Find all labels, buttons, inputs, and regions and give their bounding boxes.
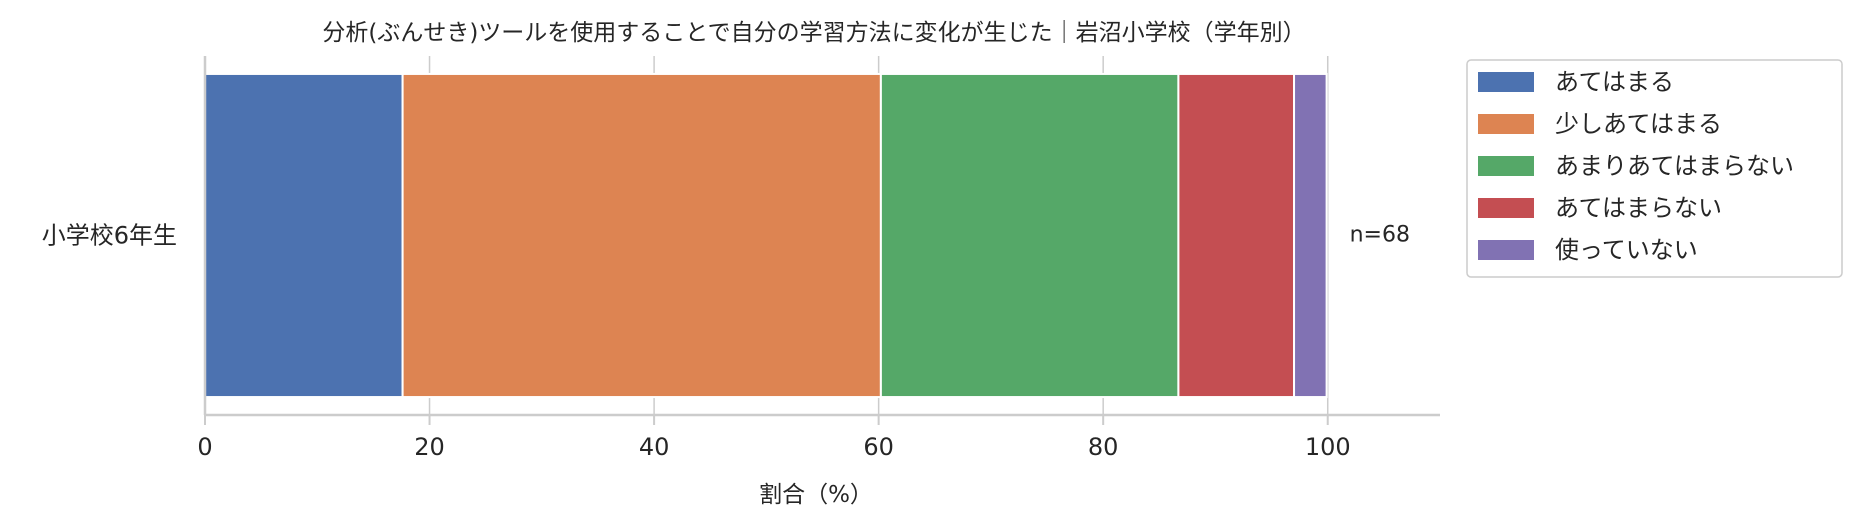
legend-frame [1466,59,1843,278]
bar-segment-2 [401,72,882,399]
legend-label: あてはまる [1555,68,1674,96]
x-axis-label: 割合（%） [759,482,873,508]
x-tick-label: 0 [197,433,212,461]
x-tick-label: 20 [414,433,445,461]
bar-segment-5 [1293,72,1328,399]
bar-segment-1 [204,72,404,399]
bar-segment-3 [879,72,1180,399]
bar-segment-4 [1177,72,1296,399]
x-tick-label: 80 [1088,433,1119,461]
sample-size-label: n=68 [1350,223,1410,248]
x-tick-label: 40 [639,433,670,461]
y-category-label: 小学校6年生 [42,222,177,250]
legend-swatch [1478,72,1534,92]
legend-swatch [1478,114,1534,134]
legend-label: 使っていない [1555,236,1698,264]
legend-label: あまりあてはまらない [1555,152,1794,180]
bars [204,72,1328,399]
annotations: n=68 [1350,223,1410,248]
legend-swatch [1478,198,1534,218]
legend-swatch [1478,240,1534,260]
x-ticks: 0 20 40 60 80 100 [197,415,1351,461]
legend-swatch [1478,156,1534,176]
chart-title: 分析(ぶんせき)ツールを使用することで自分の学習方法に変化が生じた｜岩沼小学校（… [322,20,1305,46]
legend-label: 少しあてはまる [1555,110,1722,138]
y-categories: 小学校6年生 [42,222,177,250]
legend-label: あてはまらない [1555,194,1722,222]
x-tick-label: 60 [863,433,894,461]
x-tick-label: 100 [1305,433,1351,461]
